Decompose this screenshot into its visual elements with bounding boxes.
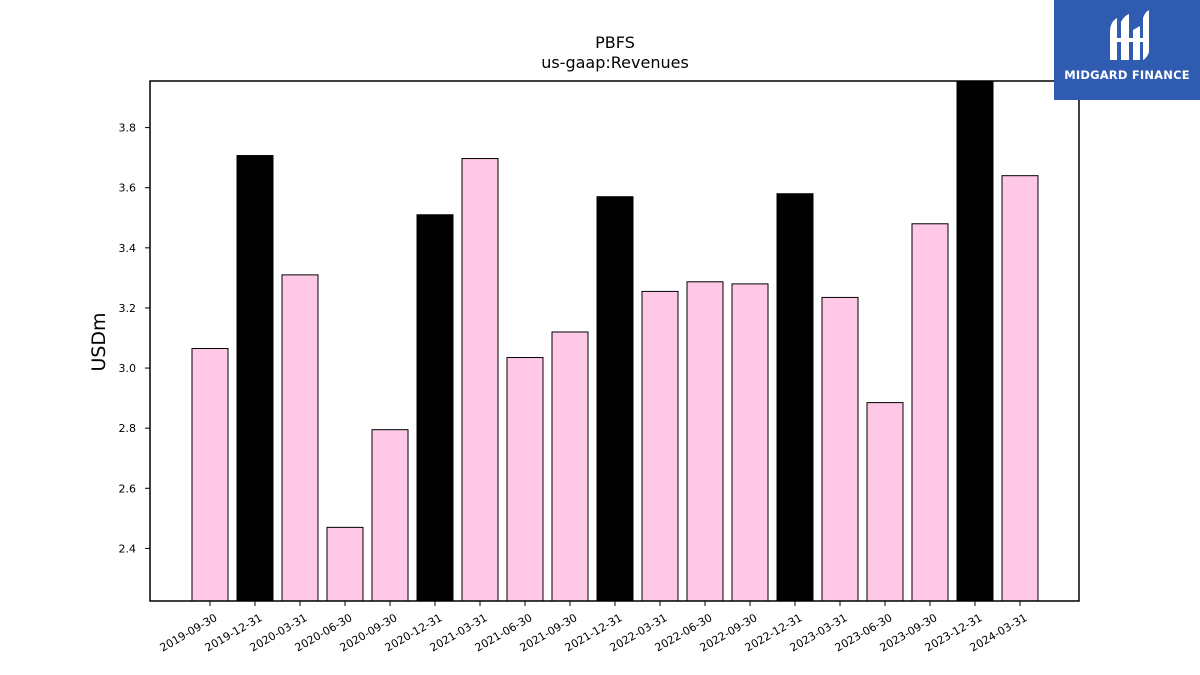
bar-2021-09-30 xyxy=(551,331,589,602)
bar-2020-03-31 xyxy=(281,274,319,602)
y-tick-label: 2.4 xyxy=(119,542,137,555)
bar-2023-09-30 xyxy=(911,223,949,602)
midgard-logo-mark-icon xyxy=(1110,10,1149,60)
y-tick-label: 3.4 xyxy=(119,242,137,255)
bar-2019-09-30 xyxy=(191,348,229,602)
y-axis-ticks: 2.4 2.6 2.8 3.0 3.2 3.4 3.6 3.8 xyxy=(119,122,150,555)
bar-2024-03-31 xyxy=(1001,175,1039,602)
bar-2021-06-30 xyxy=(506,357,544,602)
bars-group xyxy=(191,80,1039,602)
bar-2022-12-31 xyxy=(776,193,814,602)
bar-2021-12-31 xyxy=(596,196,634,602)
y-tick-label: 2.6 xyxy=(119,482,137,495)
bar-2023-06-30 xyxy=(866,402,904,602)
bar-2021-03-31 xyxy=(461,158,499,602)
bar-2023-12-31 xyxy=(956,80,994,602)
x-axis-ticks: 2019-09-302019-12-312020-03-312020-06-30… xyxy=(158,601,1030,654)
y-tick-label: 3.0 xyxy=(119,362,137,375)
bar-2020-12-31 xyxy=(416,214,454,602)
chart-subtitle: us-gaap:Revenues xyxy=(541,53,689,72)
bar-2022-06-30 xyxy=(686,281,724,602)
plot-frame xyxy=(149,80,1080,602)
y-tick-label: 3.2 xyxy=(119,302,137,315)
y-tick-label: 3.6 xyxy=(119,182,137,195)
bar-2022-09-30 xyxy=(731,283,769,602)
y-tick-label: 3.8 xyxy=(119,122,137,135)
chart-title: PBFS xyxy=(595,33,635,52)
bar-2020-06-30 xyxy=(326,526,364,602)
brand-name: MIDGARD FINANCE xyxy=(1064,68,1190,82)
y-tick-label: 2.8 xyxy=(119,422,137,435)
y-axis-label: USDm xyxy=(88,312,110,371)
midgard-finance-logo: MIDGARD FINANCE xyxy=(1054,0,1200,100)
bar-2019-12-31 xyxy=(236,155,274,602)
bar-2022-03-31 xyxy=(641,290,679,602)
bar-2023-03-31 xyxy=(821,296,859,602)
bar-2020-09-30 xyxy=(371,429,409,602)
